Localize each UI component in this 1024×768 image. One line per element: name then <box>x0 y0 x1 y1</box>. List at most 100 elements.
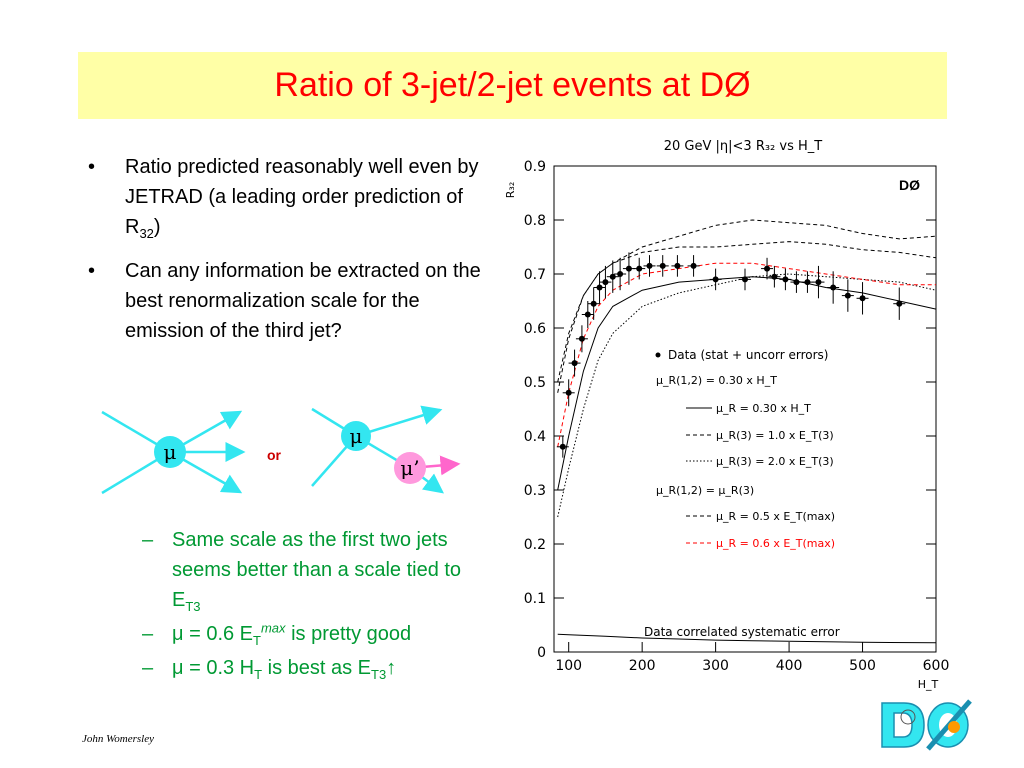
x-tick-label: 100 <box>555 658 582 674</box>
theory-curve <box>557 241 937 393</box>
y-tick-label: 0.2 <box>524 537 546 553</box>
legend-data-label: Data (stat + uncorr errors) <box>668 348 828 362</box>
y-tick-label: 0 <box>537 645 546 661</box>
d0-logo <box>881 699 972 751</box>
data-point <box>674 262 681 269</box>
legend-curve-1: μ_R = 0.30 x H_T <box>716 402 811 415</box>
vertex-left <box>101 410 246 495</box>
bullet-text-end: ) <box>153 216 161 238</box>
legend-curve-4: μ_R = 0.5 x E_T(max) <box>716 510 835 523</box>
legend-curve-3: μ_R(3) = 2.0 x E_T(3) <box>716 455 834 468</box>
data-point <box>804 279 811 286</box>
sub-bullet-list: – Same scale as the first two jets seems… <box>142 525 487 687</box>
footer-author: John Womersley <box>82 733 154 745</box>
data-point <box>896 300 903 307</box>
sub-bullet-text-end: is pretty good <box>285 623 412 645</box>
x-tick-label: 300 <box>702 658 729 674</box>
y-tick-label: 0.8 <box>524 213 546 229</box>
data-point <box>815 279 822 286</box>
plot-frame <box>553 165 937 653</box>
sub-bullet-text-middle: is best as E <box>262 657 372 679</box>
theory-curve <box>557 276 937 491</box>
chart-title: 20 GeV |η|<3 R₃₂ vs H_T <box>664 139 823 154</box>
sub-bullet-subscript-2: T3 <box>371 667 387 682</box>
data-point <box>609 273 616 280</box>
y-tick-label: 0.3 <box>524 483 546 499</box>
y-tick-label: 0.7 <box>524 267 546 283</box>
data-point <box>584 311 591 318</box>
bullet-list: • Ratio predicted reasonably well even b… <box>88 152 488 360</box>
bullet-text: Ratio predicted reasonably well even by … <box>125 156 479 238</box>
y-tick-label: 0.1 <box>524 591 546 607</box>
data-point <box>742 276 748 283</box>
legend: Data (stat + uncorr errors) μ_R(1,2) = 0… <box>644 348 840 639</box>
data-point <box>590 300 597 307</box>
data-point <box>636 265 643 272</box>
bullet-marker: • <box>88 260 96 282</box>
sub-bullet-arrow: ↑ <box>386 657 397 679</box>
sub-bullet-text: μ = 0.3 H <box>172 657 255 679</box>
title-bar: Ratio of 3-jet/2-jet events at DØ <box>78 52 947 119</box>
data-point <box>771 273 778 280</box>
vertex-right <box>311 405 461 494</box>
legend-curve-5: μ_R = 0.6 x E_T(max) <box>716 537 835 550</box>
data-point <box>571 360 578 367</box>
theory-curve <box>557 273 937 518</box>
sub-bullet-text: Same scale as the first two jets seems b… <box>172 529 462 611</box>
mu-label: μ <box>164 440 177 464</box>
data-point <box>782 276 789 283</box>
data-point <box>830 284 837 291</box>
sub-bullet-marker: – <box>142 623 154 645</box>
mu-label: μ <box>350 424 363 448</box>
plot-area: 0 0.1 0.2 0.3 0.4 0.5 0.6 0.7 0.8 0.9 100 200 300 400… <box>524 159 950 674</box>
y-tick-label: 0.6 <box>524 321 546 337</box>
x-tick-label: 200 <box>629 658 656 674</box>
x-tick-label: 400 <box>776 658 803 674</box>
sub-bullet-subscript: T <box>254 667 263 682</box>
data-point <box>690 262 697 269</box>
feynman-diagram: μ or μ μ’ <box>101 405 461 495</box>
data-point <box>602 279 609 286</box>
x-tick-label: 500 <box>849 658 876 674</box>
sub-bullet-superscript: max <box>260 620 286 636</box>
legend-curve-2: μ_R(3) = 1.0 x E_T(3) <box>716 429 834 442</box>
data-point <box>844 292 851 299</box>
sub-bullet-marker: – <box>142 657 154 679</box>
data-point <box>565 389 572 396</box>
sub-bullet-text: μ = 0.6 E <box>172 623 254 645</box>
y-tick-label: 0.5 <box>524 375 546 391</box>
bullet-subscript: 32 <box>139 226 154 241</box>
bullet-item: • Ratio predicted reasonably well even b… <box>88 152 488 242</box>
legend-header-2: μ_R(1,2) = μ_R(3) <box>656 484 754 497</box>
legend-header-1: μ_R(1,2) = 0.30 x H_T <box>656 374 777 387</box>
systematic-curve <box>557 633 937 644</box>
data-point <box>617 271 624 277</box>
x-tick-label: 600 <box>923 658 950 674</box>
bullet-item: • Can any information be extracted on th… <box>88 256 488 346</box>
sub-bullet-item: – μ = 0.3 HT is best as ET3↑ <box>142 653 487 683</box>
y-tick-label: 0.9 <box>524 159 546 175</box>
slide-title: Ratio of 3-jet/2-jet events at DØ <box>274 66 751 104</box>
data-point <box>859 295 866 302</box>
sub-bullet-subscript: T3 <box>185 599 201 614</box>
r32-chart: 20 GeV |η|<3 R₃₂ vs H_T DØ R₃₂ H_T 0 0.1 0… <box>504 139 950 691</box>
data-point <box>793 279 800 286</box>
data-point <box>712 276 719 283</box>
legend-data-marker <box>655 352 661 358</box>
corner-label: DØ <box>899 177 920 193</box>
x-axis-label: H_T <box>918 678 939 691</box>
sub-bullet-subscript: T <box>253 633 261 648</box>
y-axis-label: R₃₂ <box>504 182 517 198</box>
data-point <box>559 443 566 450</box>
bullet-text: Can any information be extracted on the … <box>125 260 481 342</box>
systematic-label: Data correlated systematic error <box>644 625 840 639</box>
data-point <box>578 335 585 342</box>
or-label: or <box>267 447 282 463</box>
data-point <box>764 265 771 272</box>
bullet-marker: • <box>88 156 96 178</box>
sub-bullet-marker: – <box>142 529 154 551</box>
sub-bullet-item: – Same scale as the first two jets seems… <box>142 525 487 615</box>
sub-bullet-item: – μ = 0.6 ETmax is pretty good <box>142 619 487 649</box>
data-point <box>596 284 603 291</box>
data-point <box>646 262 653 269</box>
